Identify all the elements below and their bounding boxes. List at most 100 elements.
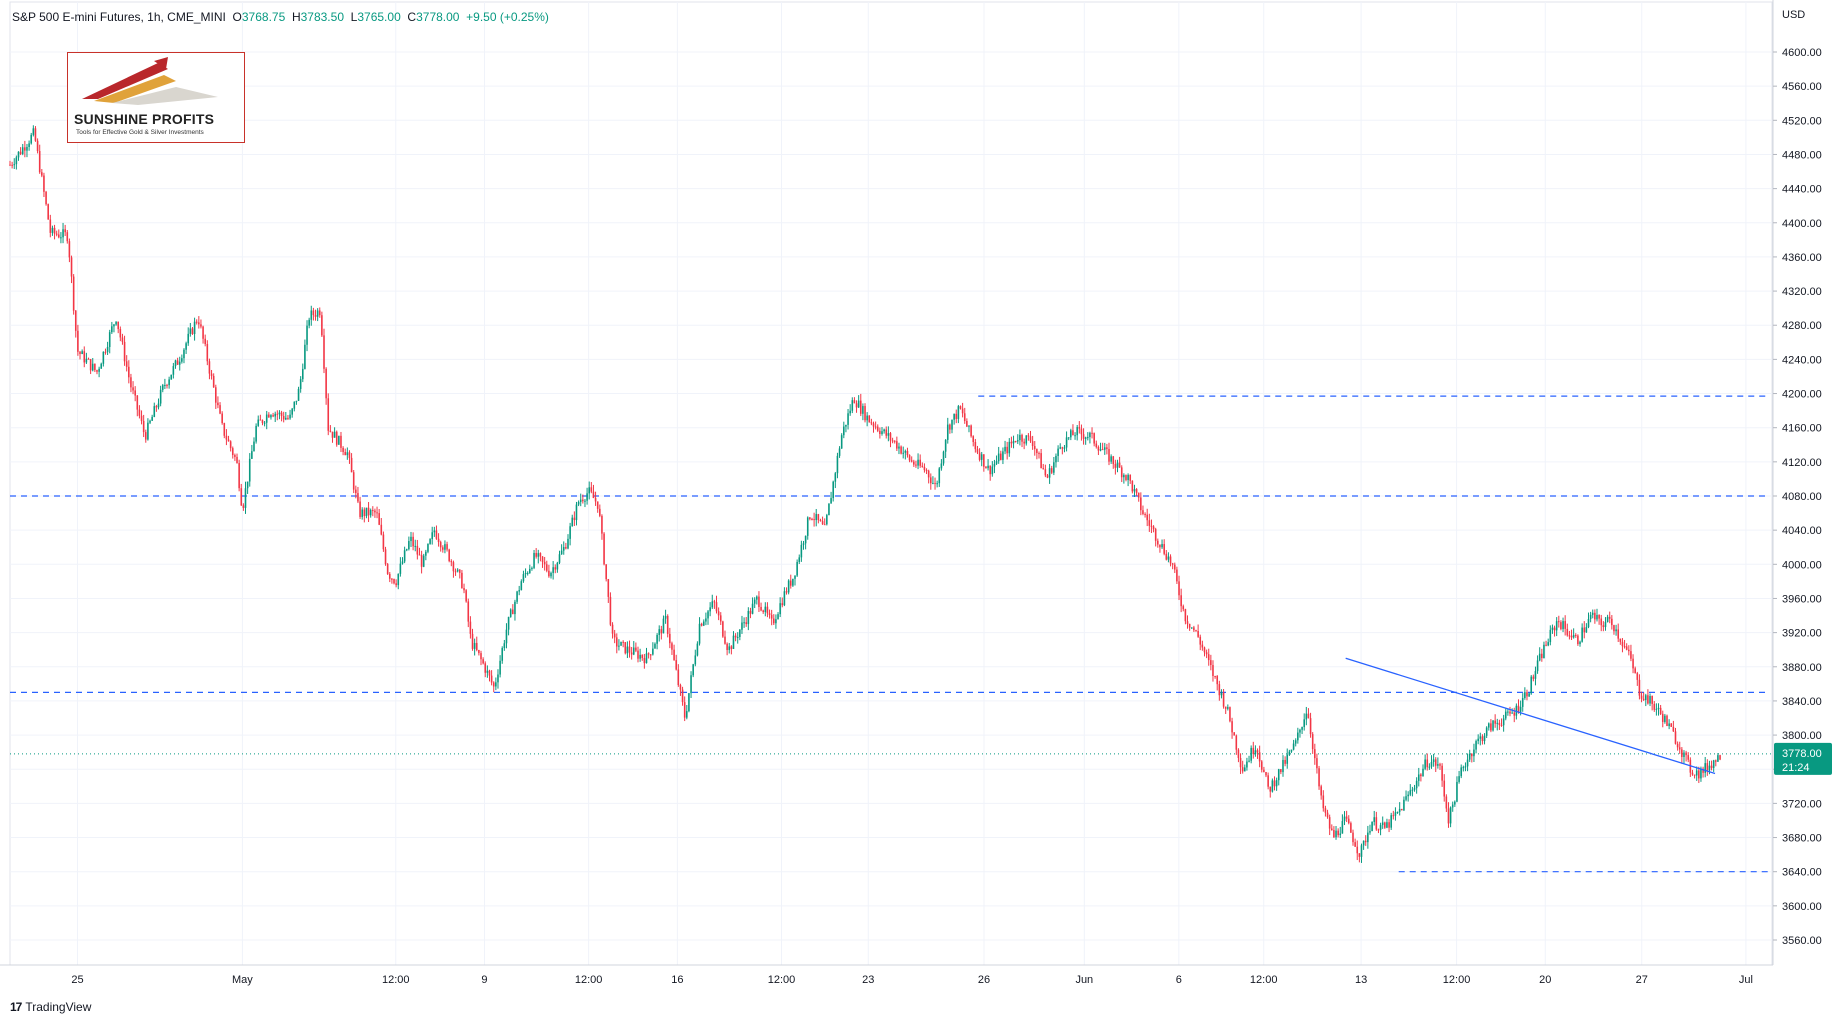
candle-body (541, 556, 544, 562)
candle-body (478, 650, 480, 654)
candle-body (1339, 833, 1342, 836)
candle-body (959, 406, 962, 409)
candle-body (760, 606, 762, 611)
candle-body (830, 498, 832, 504)
candle-body (1700, 768, 1702, 779)
candle-body (1237, 749, 1240, 758)
candle-body (433, 530, 436, 533)
candle-body (348, 452, 351, 458)
candle-body (136, 395, 139, 410)
candle-body (87, 358, 90, 360)
candle-body (219, 405, 221, 414)
candle-body (214, 387, 217, 403)
x-tick-label: 16 (671, 974, 683, 986)
candle-body (1473, 749, 1475, 757)
candle-body (1309, 718, 1312, 735)
candle-body (1390, 815, 1392, 828)
candle-body (1021, 434, 1023, 442)
tradingview-brand: 17 TradingView (10, 1000, 91, 1014)
candle-body (1184, 609, 1187, 622)
candle-body (968, 425, 970, 427)
candle-body (189, 328, 192, 334)
candle-body (1229, 707, 1231, 722)
candle-body (486, 670, 489, 673)
candle-body (1072, 430, 1074, 436)
candle-body (768, 613, 771, 615)
candle-body (951, 419, 953, 430)
candle-body (185, 343, 187, 350)
candle-body (62, 229, 64, 238)
candle-body (838, 448, 841, 456)
candle-body (866, 415, 868, 421)
candle-body (1146, 514, 1149, 521)
candle-body (1059, 447, 1062, 449)
candle-body (1086, 437, 1089, 439)
candle-body (1591, 612, 1594, 615)
candle-body (98, 368, 100, 372)
candle-body (1218, 684, 1221, 696)
candle-body (1140, 497, 1142, 511)
candle-body (1074, 435, 1076, 437)
candle-body (94, 363, 96, 371)
candle-body (722, 621, 724, 637)
candle-body (560, 550, 563, 555)
candle-body (1193, 627, 1195, 631)
trendline-layer (1345, 657, 1716, 775)
candle-body (278, 412, 281, 415)
tradingview-logo-icon: 17 (10, 1000, 22, 1014)
candle-body (970, 425, 972, 437)
candle-body (995, 461, 998, 464)
candle-body (896, 441, 898, 449)
candle-body (777, 614, 779, 620)
x-tick-label: 23 (862, 974, 874, 986)
candle-body (410, 536, 412, 542)
candle-body (367, 507, 370, 516)
candle-body (21, 147, 24, 154)
candle-body (100, 363, 103, 369)
candle-body (1500, 725, 1503, 727)
candle-body (1695, 770, 1698, 776)
candle-body (535, 552, 537, 557)
candle-body (1384, 822, 1386, 828)
candle-body (1587, 618, 1590, 628)
candle-body (533, 552, 535, 568)
candle-body (57, 234, 60, 238)
candle-body (344, 451, 347, 456)
candle-body (435, 530, 438, 539)
candle-body (289, 414, 291, 419)
candle-body (1256, 750, 1259, 753)
candle-body (717, 611, 720, 616)
candle-body (913, 461, 915, 465)
candle-body (1538, 653, 1541, 661)
candle-body (932, 482, 934, 484)
candle-body (202, 326, 204, 339)
candle-body (1271, 780, 1274, 792)
candle-body (579, 499, 582, 503)
candle-body (1326, 812, 1329, 818)
candle-body (1277, 769, 1280, 781)
candle-body (989, 465, 991, 475)
candle-body (147, 422, 149, 440)
candle-body (444, 544, 446, 550)
candle-body (1407, 794, 1409, 797)
x-tick-label: Jun (1075, 974, 1093, 986)
candle-body (766, 606, 769, 614)
candle-body (1405, 796, 1407, 800)
candle-body (329, 430, 332, 432)
candle-body (1004, 446, 1006, 452)
candle-body (1379, 825, 1382, 830)
candle-body (1566, 628, 1569, 636)
candle-body (1670, 723, 1673, 727)
candle-body (683, 702, 686, 718)
candle-body (972, 436, 975, 443)
candle-body (645, 653, 648, 664)
candle-body (382, 534, 385, 550)
candle-body (1530, 676, 1533, 694)
candle-body (554, 567, 557, 570)
candle-body (1061, 447, 1064, 449)
candle-body (1424, 759, 1426, 769)
candle-body (529, 568, 531, 573)
candle-body (1248, 760, 1250, 762)
candle-body (365, 507, 368, 517)
